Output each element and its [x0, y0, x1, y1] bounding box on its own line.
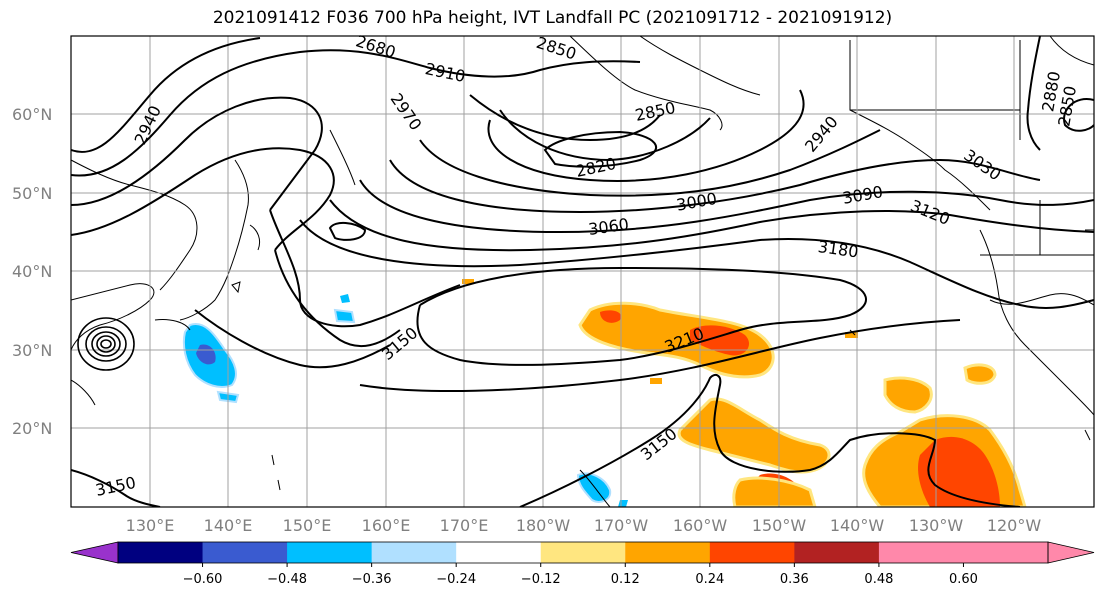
- lon-label: 150°E: [283, 516, 332, 535]
- ivt-positive-shading: [462, 279, 1027, 507]
- colorbar-tick-label: −0.24: [436, 572, 476, 587]
- lon-label: 170°E: [440, 516, 489, 535]
- lon-label: 170°W: [594, 516, 649, 535]
- lat-label: 30°N: [12, 341, 52, 360]
- lat-label: 20°N: [12, 419, 52, 438]
- lon-label: 160°W: [673, 516, 728, 535]
- lon-label: 130°W: [909, 516, 964, 535]
- colorbar-segment: [118, 542, 204, 563]
- lon-label: 120°W: [987, 516, 1042, 535]
- coastlines: [71, 36, 1094, 507]
- lat-label: 40°N: [12, 262, 52, 281]
- lon-label: 130°E: [126, 516, 175, 535]
- latitude-labels: 60°N 50°N 40°N 30°N 20°N: [12, 105, 52, 438]
- lon-label: 160°E: [362, 516, 411, 535]
- colorbar-tick-label: −0.36: [352, 572, 392, 587]
- map-frame: [70, 35, 1095, 508]
- colorbar-extend-min: [70, 541, 119, 564]
- colorbar-segment: [371, 542, 457, 563]
- lon-label: 180°W: [516, 516, 571, 535]
- colorbar-tick-label: −0.12: [521, 572, 561, 587]
- lat-label: 60°N: [12, 105, 52, 124]
- colorbar-segment: [625, 542, 711, 563]
- colorbar-segment: [540, 542, 626, 563]
- colorbar-tick-label: 0.36: [780, 572, 809, 587]
- graticule: [71, 36, 1094, 507]
- colorbar-segment: [963, 542, 1049, 563]
- longitude-labels: 130°E 140°E 150°E 160°E 170°E 180°W 170°…: [126, 516, 1042, 535]
- colorbar-segment: [202, 542, 288, 563]
- map-content: [71, 36, 1094, 507]
- lon-label: 140°E: [204, 516, 253, 535]
- colorbar-segment: [709, 542, 795, 563]
- lon-label: 150°W: [752, 516, 807, 535]
- colorbar-segment: [287, 542, 373, 563]
- map-title: 2021091412 F036 700 hPa height, IVT Land…: [212, 8, 893, 28]
- colorbar-tick-label: 0.60: [949, 572, 978, 587]
- colorbar-tick-label: −0.48: [267, 572, 307, 587]
- colorbar-segment: [878, 542, 964, 563]
- colorbar-segment: [794, 542, 880, 563]
- colorbar-border: [117, 541, 1049, 564]
- colorbar-extend-max: [1047, 541, 1095, 564]
- colorbar-tick-label: 0.24: [695, 572, 724, 587]
- colorbar-tick-label: 0.12: [611, 572, 640, 587]
- colorbar-tick-label: 0.48: [864, 572, 893, 587]
- height-contours: [71, 36, 1094, 507]
- colorbar: −0.60 −0.48 −0.36 −0.24 −0.12 0.12 0.24 0.36 0.4…: [70, 541, 1095, 587]
- lat-label: 50°N: [12, 184, 52, 203]
- lon-label: 140°W: [830, 516, 885, 535]
- colorbar-segment: [456, 542, 542, 563]
- colorbar-tick-label: −0.60: [183, 572, 223, 587]
- typhoon-low-contours: [77, 317, 135, 371]
